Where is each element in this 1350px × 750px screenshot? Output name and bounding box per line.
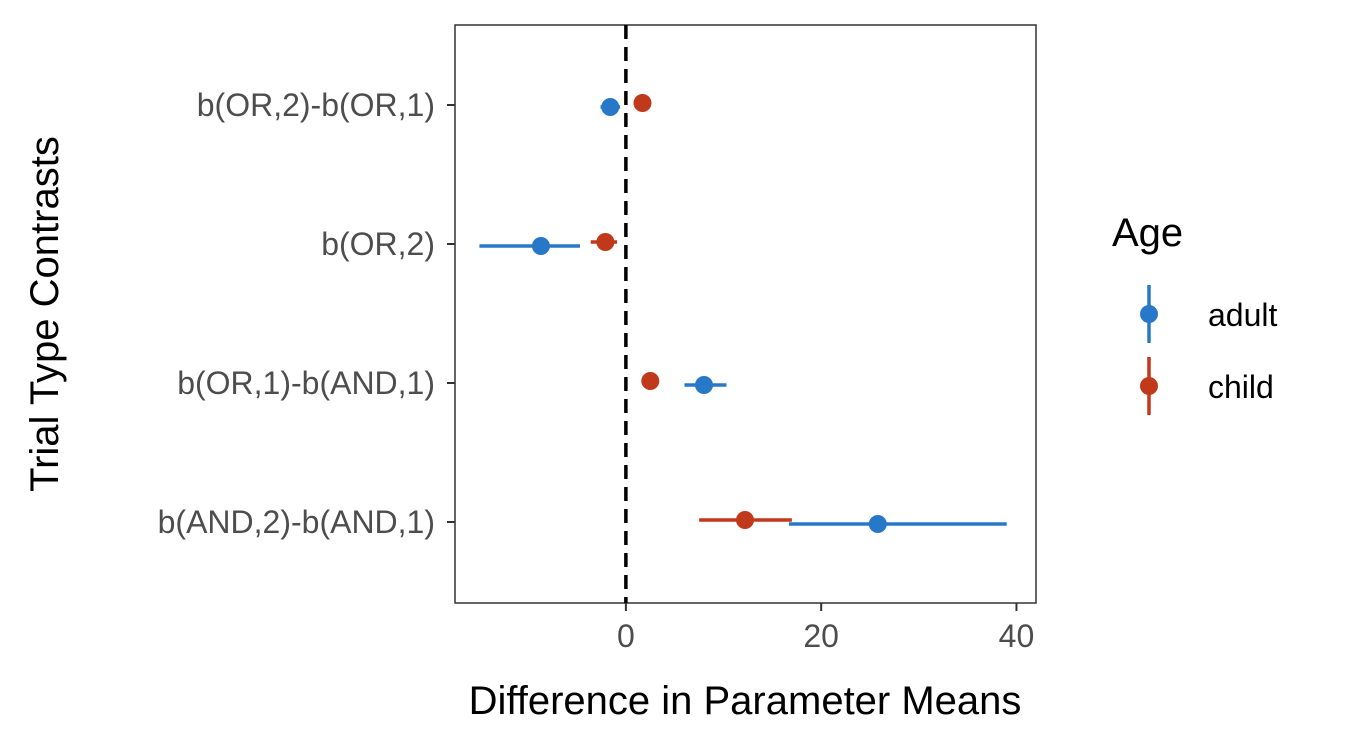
point-adult [695,376,713,394]
y-axis-title: Trial Type Contrasts [23,136,67,492]
x-tick-label: 40 [999,618,1035,654]
point-child [596,233,615,251]
legend-title: Age [1112,211,1183,255]
y-axis: b(OR,2)-b(OR,1) b(OR,2) b(OR,1)-b(AND,1) b(… [158,87,455,540]
point-adult [531,237,550,255]
legend-label-adult: adult [1208,297,1278,333]
point-adult [601,98,620,116]
legend: Age adult child [1112,211,1278,415]
legend-key-point-adult [1140,305,1158,323]
legend-key-point-child [1140,377,1158,395]
point-child [641,372,660,390]
x-axis: 0 20 40 [617,603,1034,654]
y-tick-label: b(AND,2)-b(AND,1) [158,504,435,540]
x-tick-label: 0 [617,618,635,654]
point-child [736,511,755,529]
point-adult [868,515,887,533]
y-tick-label: b(OR,1)-b(AND,1) [177,365,435,401]
data-marks-layer [479,94,1007,533]
plot-panel [454,24,1037,604]
legend-label-child: child [1208,369,1274,405]
x-axis-title: Difference in Parameter Means [469,679,1022,723]
point-child [633,94,652,112]
y-tick-label: b(OR,2) [321,226,435,262]
x-tick-label: 20 [803,618,839,654]
y-tick-label: b(OR,2)-b(OR,1) [197,87,435,123]
